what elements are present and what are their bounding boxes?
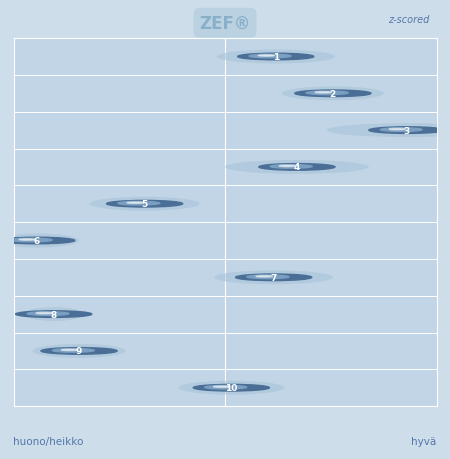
Circle shape: [41, 348, 117, 354]
Circle shape: [279, 166, 296, 167]
Circle shape: [205, 386, 247, 389]
Circle shape: [306, 92, 348, 95]
Circle shape: [0, 238, 75, 244]
Circle shape: [389, 129, 406, 130]
Circle shape: [247, 275, 289, 279]
Text: 6: 6: [34, 236, 40, 246]
Bar: [14, 223, 436, 259]
Bar: [14, 39, 436, 76]
Circle shape: [238, 54, 314, 61]
Ellipse shape: [225, 161, 369, 174]
Circle shape: [61, 349, 78, 351]
Ellipse shape: [90, 197, 200, 211]
Circle shape: [127, 202, 144, 204]
Ellipse shape: [216, 50, 335, 64]
Bar: [14, 186, 436, 223]
Circle shape: [27, 312, 69, 316]
Text: 2: 2: [330, 90, 336, 99]
Text: 7: 7: [270, 273, 277, 282]
Text: 8: 8: [50, 310, 57, 319]
Ellipse shape: [282, 87, 383, 101]
Circle shape: [369, 128, 445, 134]
Ellipse shape: [0, 234, 79, 248]
Circle shape: [36, 313, 53, 314]
Text: z-scored: z-scored: [388, 15, 430, 25]
Text: 10: 10: [225, 383, 238, 392]
Ellipse shape: [179, 381, 284, 395]
Bar: [14, 112, 436, 149]
Bar: [14, 259, 436, 296]
Ellipse shape: [24, 308, 83, 321]
Text: 5: 5: [141, 200, 148, 209]
Text: hyvä: hyvä: [411, 436, 436, 446]
Circle shape: [10, 239, 52, 242]
Bar: [14, 369, 436, 406]
Circle shape: [16, 311, 92, 318]
Text: 3: 3: [404, 126, 410, 135]
Circle shape: [380, 129, 422, 132]
Circle shape: [258, 56, 274, 57]
Ellipse shape: [214, 271, 333, 285]
Text: 4: 4: [294, 163, 300, 172]
Circle shape: [256, 276, 273, 277]
Circle shape: [249, 55, 291, 59]
Circle shape: [213, 386, 230, 387]
Text: huono/heikko: huono/heikko: [14, 436, 84, 446]
Circle shape: [270, 165, 312, 169]
Circle shape: [118, 202, 160, 206]
Text: 9: 9: [76, 347, 82, 356]
Bar: [14, 149, 436, 186]
Text: ZEF®: ZEF®: [199, 15, 251, 33]
Ellipse shape: [327, 124, 450, 138]
Bar: [14, 333, 436, 369]
Bar: [14, 76, 436, 112]
Circle shape: [19, 239, 36, 241]
Circle shape: [107, 201, 183, 207]
Circle shape: [315, 92, 332, 94]
Circle shape: [193, 385, 270, 391]
Ellipse shape: [32, 344, 126, 358]
Bar: [14, 296, 436, 333]
Circle shape: [259, 164, 335, 171]
Circle shape: [295, 91, 371, 97]
Circle shape: [52, 349, 94, 353]
Circle shape: [236, 274, 312, 281]
Text: 1: 1: [273, 53, 279, 62]
